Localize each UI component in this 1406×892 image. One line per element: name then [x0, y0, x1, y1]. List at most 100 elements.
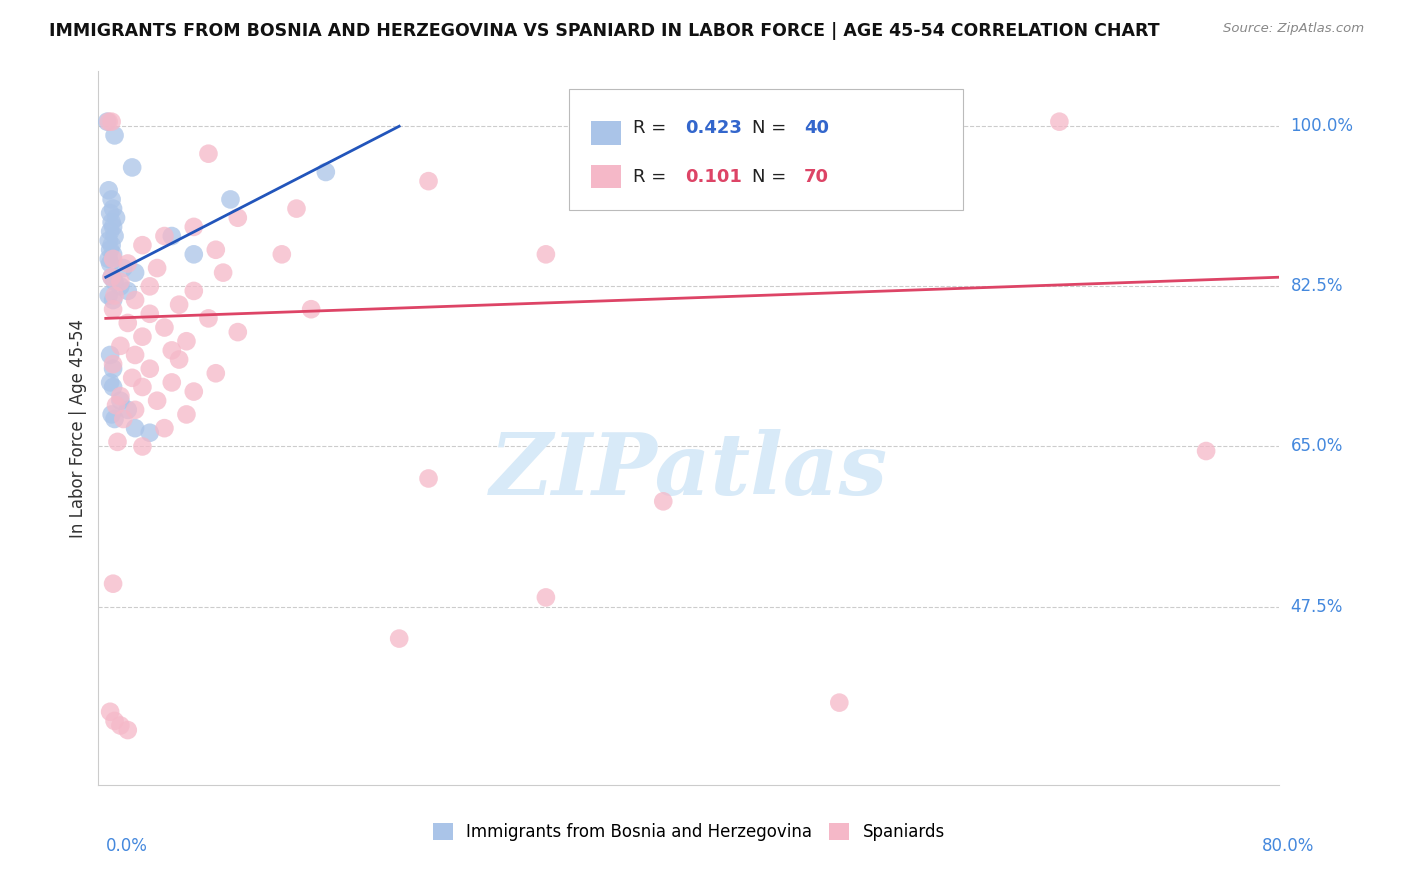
Point [388, 632, 411, 646]
Point [1195, 444, 1218, 458]
Point [112, 412, 135, 426]
Point [101, 302, 124, 317]
Point [101, 357, 124, 371]
Point [204, 243, 226, 257]
Text: Source: ZipAtlas.com: Source: ZipAtlas.com [1223, 22, 1364, 36]
Point [315, 165, 337, 179]
Point [299, 302, 322, 317]
Text: 65.0%: 65.0% [1291, 437, 1343, 456]
Point [103, 229, 125, 244]
Point [121, 161, 143, 175]
Point [124, 293, 146, 307]
Point [153, 421, 176, 435]
Point [131, 329, 153, 343]
Text: 70: 70 [804, 168, 830, 186]
Point [740, 114, 762, 128]
Point [117, 256, 139, 270]
Point [197, 311, 219, 326]
Point [139, 279, 162, 293]
Point [226, 211, 249, 225]
Point [101, 380, 124, 394]
Point [103, 714, 125, 728]
Point [98, 376, 121, 390]
Point [153, 320, 176, 334]
Text: N =: N = [752, 168, 792, 186]
Point [97, 234, 120, 248]
Point [124, 266, 146, 280]
Point [98, 256, 121, 270]
Point [117, 723, 139, 737]
Point [124, 348, 146, 362]
Point [98, 348, 121, 362]
Point [100, 270, 122, 285]
Point [101, 252, 124, 266]
Point [101, 293, 124, 307]
Point [100, 114, 122, 128]
Point [112, 261, 135, 276]
Point [101, 202, 124, 216]
Point [117, 284, 139, 298]
Text: 80.0%: 80.0% [1263, 837, 1315, 855]
Point [901, 114, 924, 128]
Point [176, 408, 198, 422]
Point [100, 270, 122, 285]
Point [146, 261, 169, 276]
Point [110, 393, 132, 408]
Point [139, 425, 162, 440]
Point [139, 361, 162, 376]
Text: 40: 40 [804, 119, 830, 136]
Point [110, 718, 132, 732]
Text: 0.0%: 0.0% [105, 837, 148, 855]
Text: IMMIGRANTS FROM BOSNIA AND HERZEGOVINA VS SPANIARD IN LABOR FORCE | AGE 45-54 CO: IMMIGRANTS FROM BOSNIA AND HERZEGOVINA V… [49, 22, 1160, 40]
Text: N =: N = [752, 119, 792, 136]
Point [226, 325, 249, 339]
Point [100, 238, 122, 252]
Point [167, 298, 190, 312]
Point [131, 440, 153, 454]
Point [183, 284, 205, 298]
Point [97, 114, 120, 128]
Point [110, 279, 132, 293]
Point [534, 591, 557, 605]
Point [285, 202, 308, 216]
Point [96, 114, 118, 128]
Point [418, 471, 440, 485]
Point [212, 266, 235, 280]
Point [183, 384, 205, 399]
Point [534, 247, 557, 261]
Point [110, 339, 132, 353]
Point [146, 393, 169, 408]
Point [219, 193, 242, 207]
Point [107, 434, 129, 449]
Text: R =: R = [633, 168, 672, 186]
Point [110, 275, 132, 289]
Point [97, 183, 120, 197]
Point [160, 376, 183, 390]
Point [197, 146, 219, 161]
Point [131, 380, 153, 394]
Point [160, 343, 183, 358]
Point [101, 576, 124, 591]
Point [101, 361, 124, 376]
Point [117, 402, 139, 417]
Point [97, 252, 120, 266]
Point [97, 288, 120, 302]
Point [98, 705, 121, 719]
Point [117, 316, 139, 330]
Point [103, 275, 125, 289]
Text: ZIPatlas: ZIPatlas [489, 429, 889, 513]
Legend: Immigrants from Bosnia and Herzegovina, Spaniards: Immigrants from Bosnia and Herzegovina, … [426, 816, 952, 848]
Point [828, 696, 851, 710]
Point [131, 238, 153, 252]
Point [652, 494, 675, 508]
Point [139, 307, 162, 321]
Point [204, 366, 226, 380]
Point [167, 352, 190, 367]
Point [1047, 114, 1070, 128]
Point [124, 421, 146, 435]
Point [183, 219, 205, 234]
Point [270, 247, 292, 261]
Text: R =: R = [633, 119, 672, 136]
Point [101, 219, 124, 234]
Text: 82.5%: 82.5% [1291, 277, 1343, 295]
